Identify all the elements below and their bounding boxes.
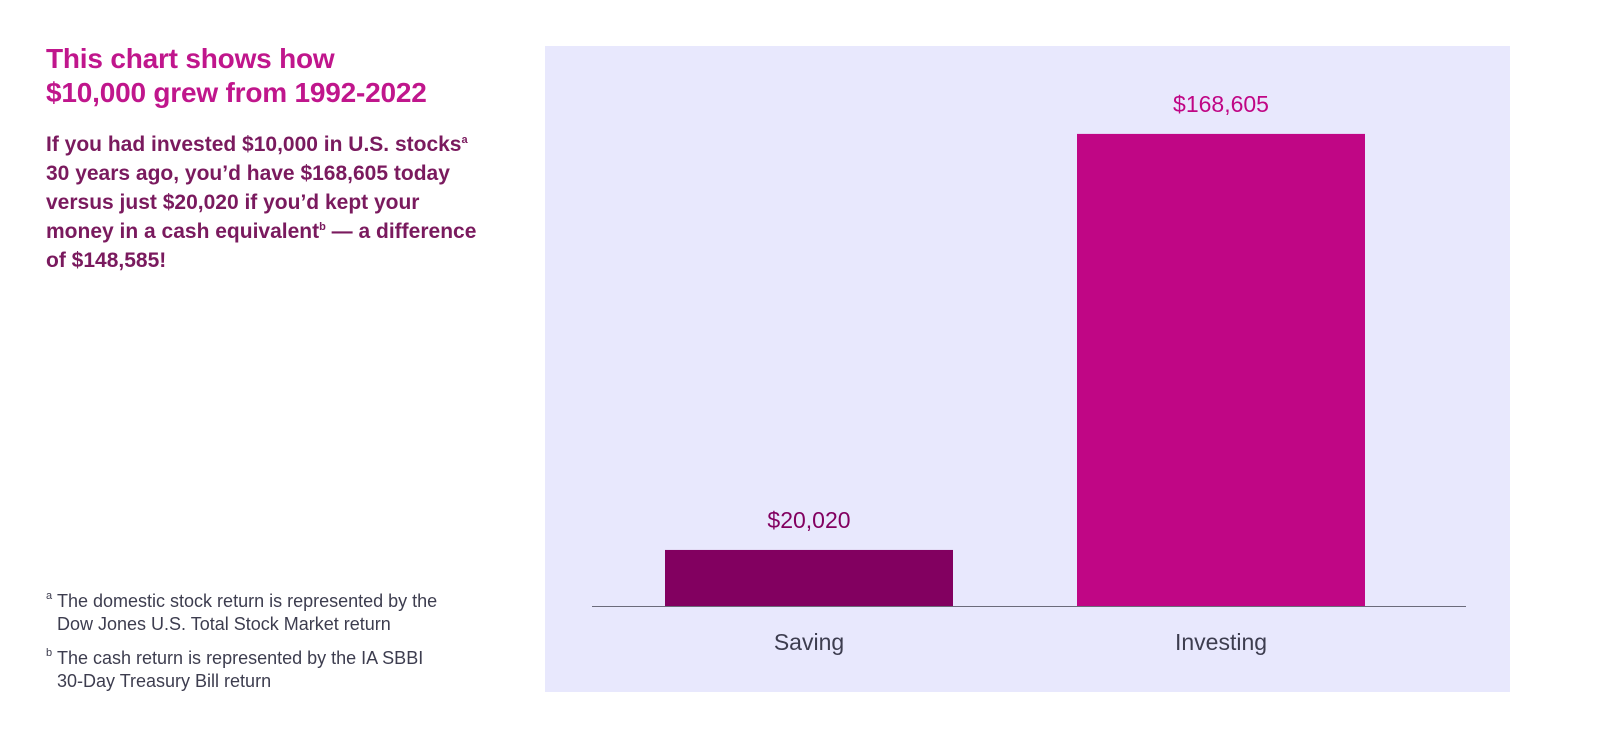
footnotes: a The domestic stock return is represent…: [46, 590, 486, 704]
summary-part-2: 30 years ago, you’d have $168,605 today …: [46, 162, 450, 243]
headline: This chart shows how $10,000 grew from 1…: [46, 42, 486, 110]
bar-chart: $20,020 Saving $168,605 Investing: [592, 91, 1466, 655]
text-panel: This chart shows how $10,000 grew from 1…: [46, 42, 486, 275]
bar-saving: [665, 549, 953, 606]
category-label-investing: Investing: [1175, 629, 1267, 655]
footnote-b-line-2: 30-Day Treasury Bill return: [57, 671, 272, 691]
footnote-marker-a: a: [461, 134, 468, 146]
chart-panel: $20,020 Saving $168,605 Investing: [545, 46, 1510, 692]
footnote-a-line-2: Dow Jones U.S. Total Stock Market return: [57, 614, 391, 634]
footnote-marker-b: b: [319, 221, 326, 233]
footnote-a-line-1: The domestic stock return is represented…: [57, 591, 438, 611]
summary-text: If you had invested $10,000 in U.S. stoc…: [46, 130, 486, 275]
summary-part-3: — a difference of $148,585!: [46, 220, 477, 272]
footnote-b: b The cash return is represented by the …: [46, 647, 486, 693]
data-label-investing: $168,605: [1173, 91, 1269, 117]
headline-line-1: This chart shows how: [46, 43, 335, 74]
footnote-b-line-1: The cash return is represented by the IA…: [57, 648, 424, 668]
bar-investing: [1077, 133, 1365, 606]
headline-line-2: $10,000 grew from 1992-2022: [46, 77, 427, 108]
category-label-saving: Saving: [774, 629, 844, 655]
footnote-a: a The domestic stock return is represent…: [46, 590, 486, 636]
footnote-a-marker: a: [46, 590, 53, 602]
footnote-b-marker: b: [46, 647, 53, 659]
data-label-saving: $20,020: [767, 507, 850, 533]
summary-part-1: If you had invested $10,000 in U.S. stoc…: [46, 133, 462, 156]
